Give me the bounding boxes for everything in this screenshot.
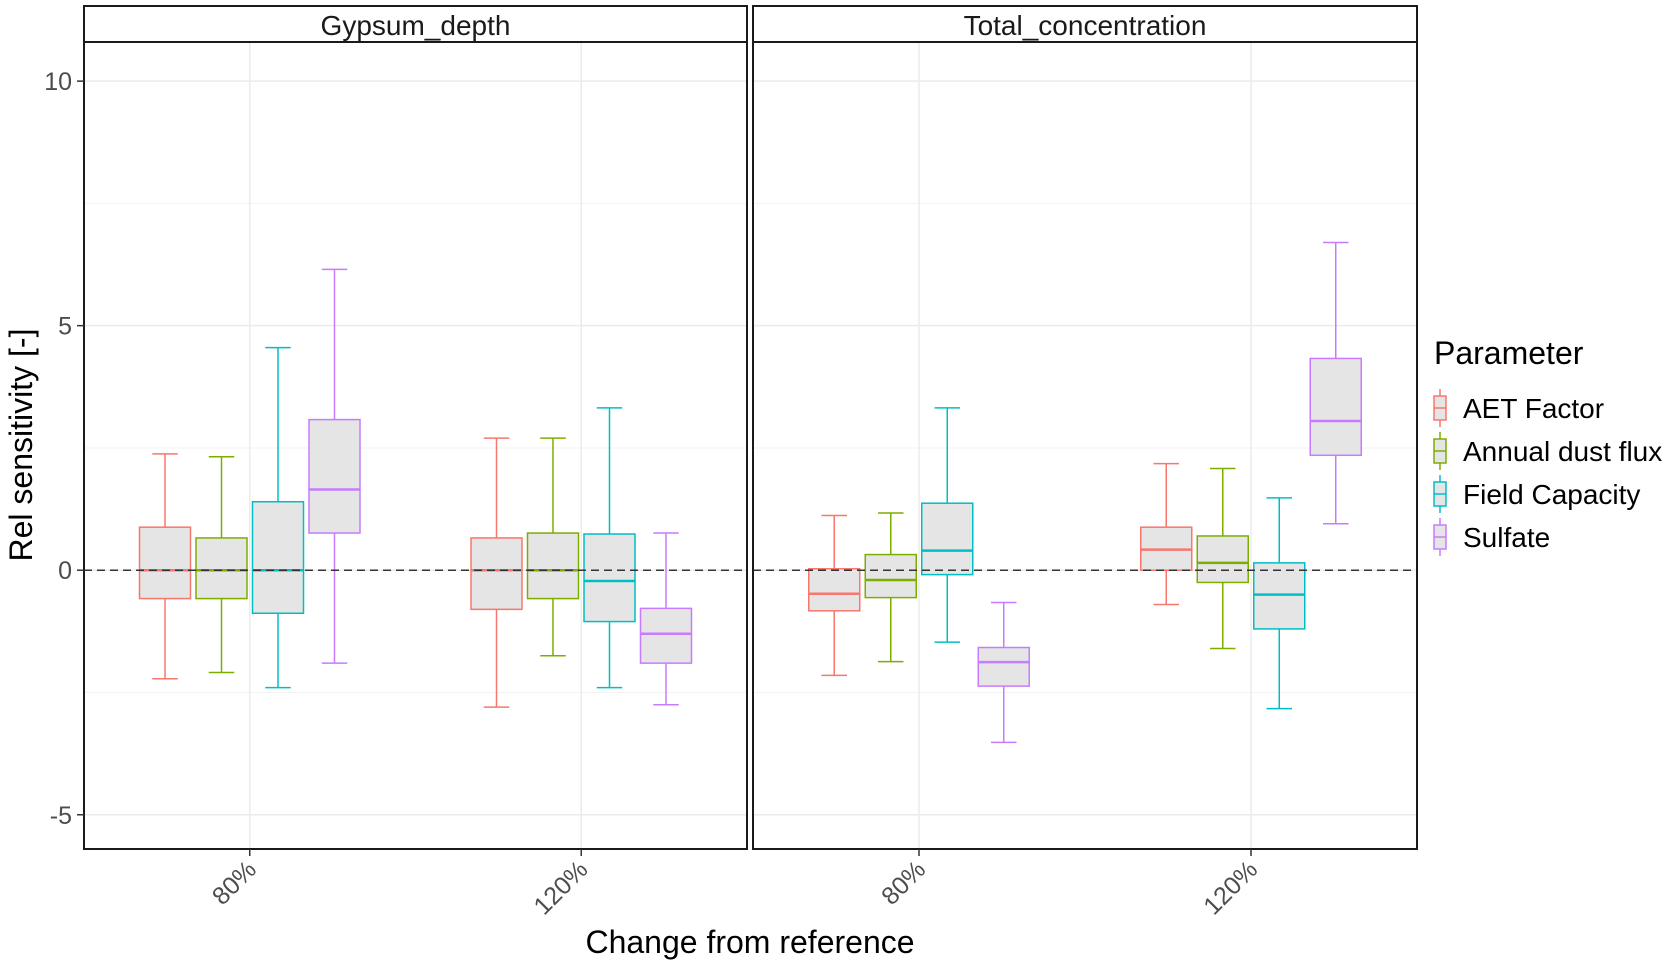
box-iqr xyxy=(251,500,305,615)
legend-label: Field Capacity xyxy=(1463,479,1640,510)
x-axis-title: Change from reference xyxy=(585,924,914,960)
y-tick-label: 0 xyxy=(58,557,72,585)
y-axis-title: Rel sensitivity [-] xyxy=(3,329,39,562)
boxplot-field-capacity xyxy=(251,346,305,689)
panel-strip xyxy=(83,5,748,43)
legend-label: AET Factor xyxy=(1463,393,1604,424)
panel-title: Total_concentration xyxy=(964,10,1207,41)
y-axis: -5 0 5 10 xyxy=(44,68,84,830)
legend: Parameter AET Factor Annual dust flux Fiel… xyxy=(1433,335,1662,556)
panel-grid xyxy=(753,42,1417,849)
box-iqr xyxy=(639,607,693,664)
box-iqr xyxy=(308,418,361,534)
boxplot-annual-dust-flux xyxy=(1196,467,1249,650)
legend-key-aet-factor xyxy=(1433,389,1447,427)
box-iqr xyxy=(921,502,974,576)
boxplot-aet-factor xyxy=(808,514,861,677)
box-iqr xyxy=(138,526,192,600)
panel-border xyxy=(752,41,1418,850)
boxplot-sulfate xyxy=(308,268,361,664)
panel-total-concentration: Total_concentration xyxy=(752,5,1418,850)
legend-key-sulfate xyxy=(1433,518,1447,556)
legend-key-field-capacity xyxy=(1433,475,1447,513)
box-iqr xyxy=(864,553,917,599)
legend-title: Parameter xyxy=(1434,335,1584,371)
y-tick-label: -5 xyxy=(50,802,72,830)
boxplot-field-capacity xyxy=(583,407,636,689)
panel-title: Gypsum_depth xyxy=(321,10,511,41)
legend-label: Annual dust flux xyxy=(1463,436,1662,467)
boxplot-sulfate xyxy=(639,532,693,706)
y-tick-label: 10 xyxy=(44,68,72,96)
panel-grid xyxy=(84,42,747,849)
box-iqr xyxy=(808,568,861,612)
box-iqr xyxy=(1309,357,1362,457)
boxplot-annual-dust-flux xyxy=(195,455,248,674)
box-iqr xyxy=(583,533,636,623)
box-iqr xyxy=(470,537,523,611)
panel-gypsum-depth: Gypsum_depth xyxy=(83,5,748,850)
boxplot-aet-factor xyxy=(1140,462,1193,606)
boxplot-annual-dust-flux xyxy=(526,437,580,657)
box-iqr xyxy=(526,532,580,600)
y-tick-label: 5 xyxy=(58,313,72,341)
boxplot-annual-dust-flux xyxy=(864,512,917,663)
box-iqr xyxy=(977,646,1030,687)
panel-marks xyxy=(84,268,747,708)
boxplot-field-capacity xyxy=(1253,497,1306,710)
panel-marks xyxy=(753,241,1417,744)
legend-label: Sulfate xyxy=(1463,522,1550,553)
boxplot-aet-factor xyxy=(138,453,192,680)
box-iqr xyxy=(1196,535,1249,584)
boxplot-sulfate xyxy=(977,601,1030,744)
panel-border xyxy=(83,41,748,850)
boxplot-sulfate xyxy=(1309,241,1362,525)
boxplot-aet-factor xyxy=(470,437,523,708)
legend-key-annual-dust-flux xyxy=(1433,432,1447,470)
panel-strip xyxy=(752,5,1418,43)
boxplot-field-capacity xyxy=(921,407,974,643)
box-iqr xyxy=(195,537,248,600)
